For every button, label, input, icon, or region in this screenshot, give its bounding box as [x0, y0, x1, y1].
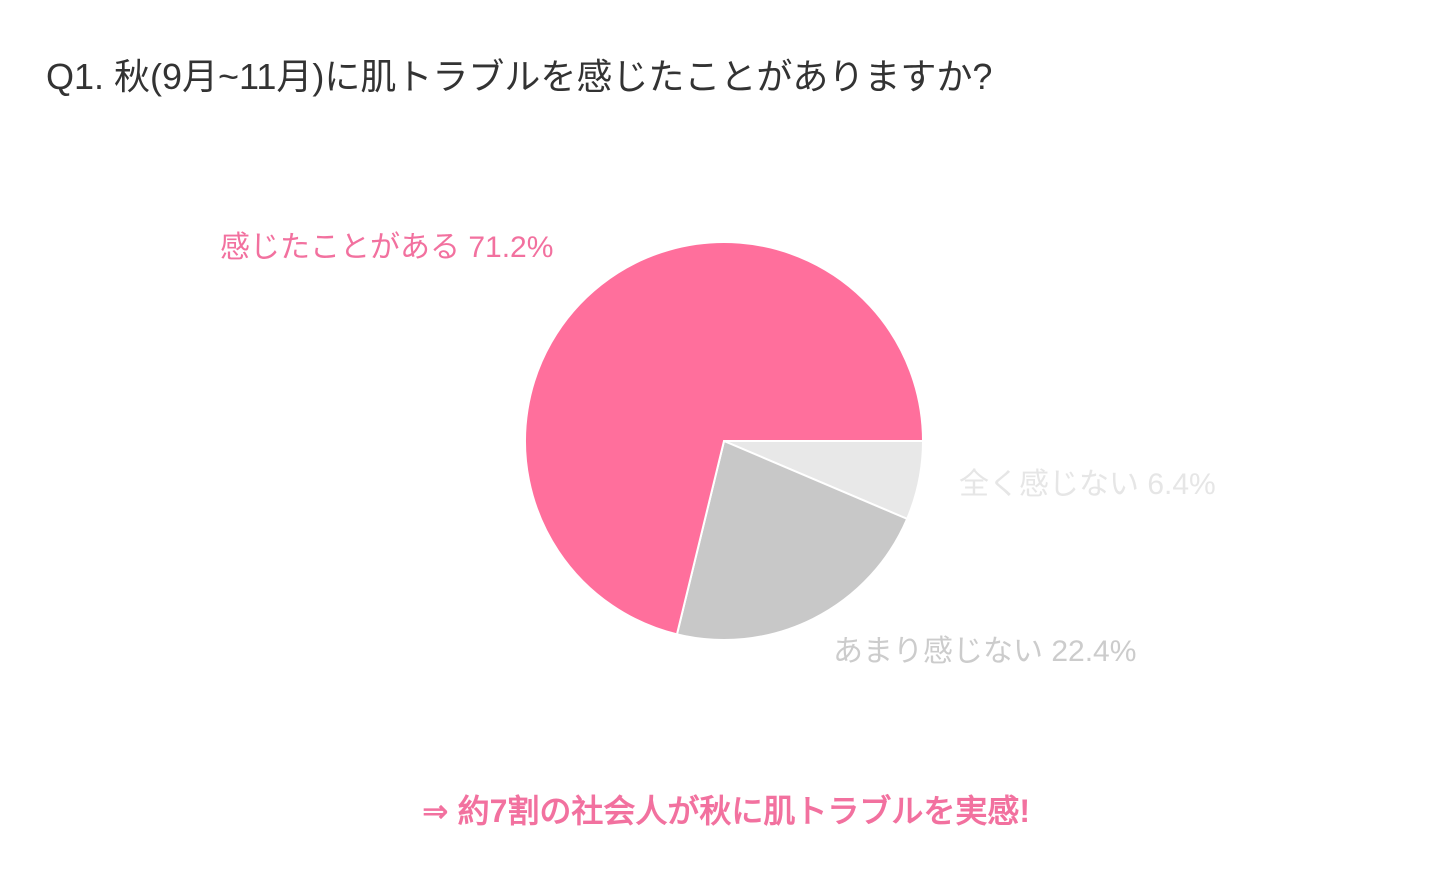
- slice-label-not-much: あまり感じない 22.4%: [833, 635, 1137, 668]
- slice-label-experienced: 感じたことがある 71.2%: [220, 231, 554, 264]
- pie-slice-not-much: [675, 439, 909, 641]
- slice-label-not-at-all: 全く感じない 6.4%: [959, 468, 1216, 501]
- chart-title: Q1. 秋(9月~11月)に肌トラブルを感じたことがありますか?: [46, 56, 993, 97]
- conclusion-text: ⇒ 約7割の社会人が秋に肌トラブルを実感!: [421, 793, 1031, 829]
- pie-slice-experienced: [524, 241, 925, 636]
